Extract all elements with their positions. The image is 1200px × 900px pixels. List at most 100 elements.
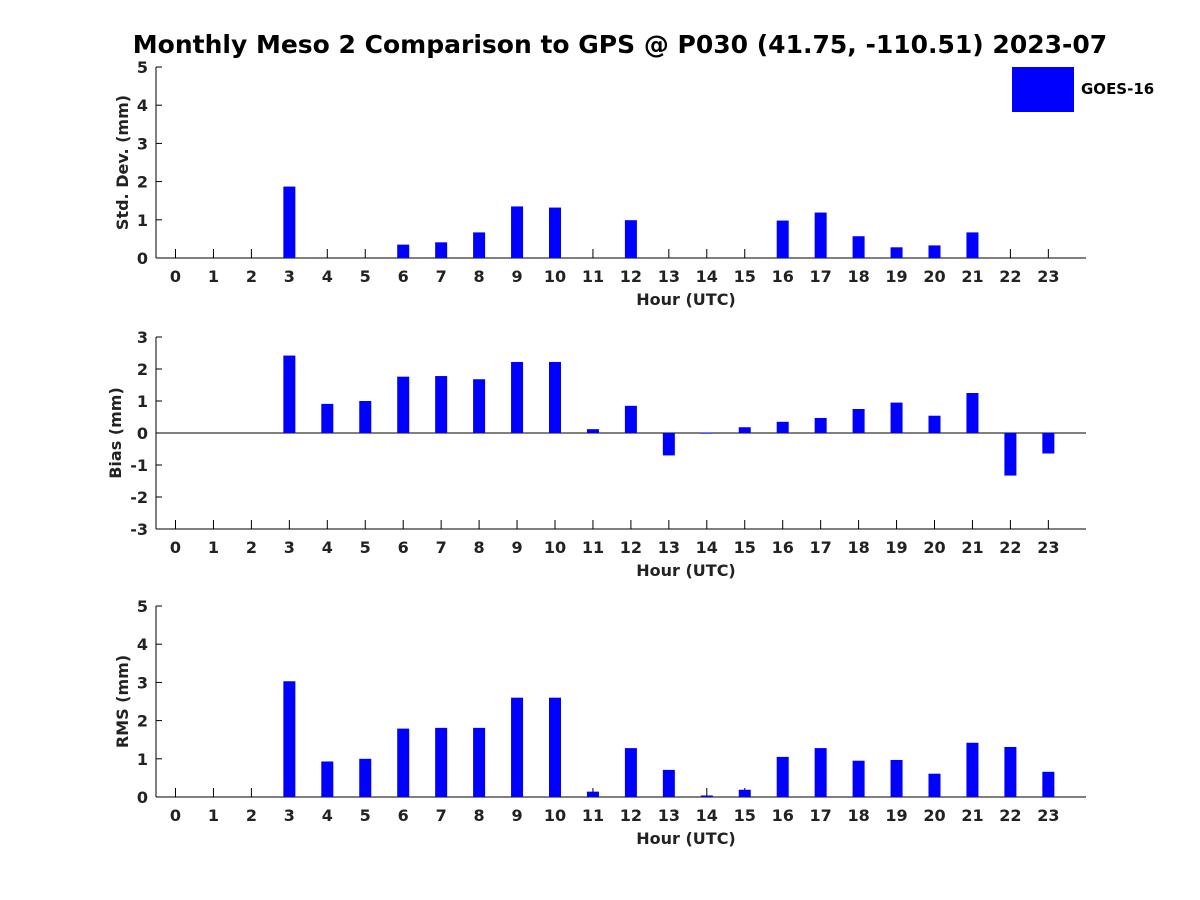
bar xyxy=(586,791,599,797)
x-tick-label: 2 xyxy=(246,267,257,286)
bar xyxy=(890,402,903,433)
bar xyxy=(359,758,372,797)
x-tick-label: 2 xyxy=(246,538,257,557)
x-tick-label: 11 xyxy=(582,806,604,825)
x-tick-label: 11 xyxy=(582,267,604,286)
x-tick-label: 4 xyxy=(322,538,333,557)
bar xyxy=(738,427,751,433)
x-tick-label: 5 xyxy=(360,267,371,286)
legend: GOES-16 xyxy=(1010,66,1160,114)
x-tick-label: 18 xyxy=(847,806,869,825)
bar xyxy=(511,361,524,433)
x-tick-label: 2 xyxy=(246,806,257,825)
x-tick-label: 18 xyxy=(847,538,869,557)
x-tick-label: 1 xyxy=(208,267,219,286)
x-tick-label: 12 xyxy=(620,806,642,825)
x-tick-label: 3 xyxy=(284,806,295,825)
bar xyxy=(928,773,941,797)
x-tick-label: 16 xyxy=(772,538,794,557)
bar xyxy=(397,376,410,433)
x-tick-label: 0 xyxy=(170,806,181,825)
bar xyxy=(966,393,979,433)
bar xyxy=(1042,771,1055,797)
y-axis-label: RMS (mm) xyxy=(113,655,132,748)
x-tick-label: 6 xyxy=(398,267,409,286)
bar xyxy=(397,728,410,797)
x-tick-label: 16 xyxy=(772,267,794,286)
bar xyxy=(890,759,903,797)
x-axis-label: Hour (UTC) xyxy=(636,561,736,580)
x-tick-label: 7 xyxy=(436,806,447,825)
x-tick-label: 21 xyxy=(961,267,983,286)
bar xyxy=(586,429,599,433)
bar xyxy=(700,795,713,797)
bar xyxy=(473,727,486,797)
x-tick-label: 20 xyxy=(923,538,945,557)
bar xyxy=(662,433,675,456)
y-tick-label: -1 xyxy=(130,456,148,475)
y-tick-label: 2 xyxy=(137,173,148,192)
y-tick-label: 3 xyxy=(137,328,148,347)
bar xyxy=(738,789,751,797)
x-tick-label: 19 xyxy=(885,806,907,825)
bar xyxy=(473,232,486,258)
x-tick-label: 10 xyxy=(544,267,566,286)
bar xyxy=(776,220,789,258)
bar xyxy=(966,742,979,797)
y-tick-label: 1 xyxy=(137,750,148,769)
x-tick-label: 7 xyxy=(436,267,447,286)
bar xyxy=(435,376,448,433)
legend-swatch xyxy=(1012,67,1074,112)
x-tick-label: 22 xyxy=(999,267,1021,286)
bar xyxy=(928,245,941,258)
bar xyxy=(814,748,827,797)
bar xyxy=(1004,433,1017,476)
x-tick-label: 14 xyxy=(696,538,718,557)
y-tick-label: -3 xyxy=(130,520,148,539)
x-tick-label: 15 xyxy=(734,538,756,557)
y-tick-label: 0 xyxy=(137,424,148,443)
y-tick-label: 3 xyxy=(137,673,148,692)
x-tick-label: 3 xyxy=(284,267,295,286)
bar xyxy=(549,207,561,258)
x-tick-label: 6 xyxy=(398,538,409,557)
x-axis-label: Hour (UTC) xyxy=(636,290,736,309)
x-tick-label: 4 xyxy=(322,267,333,286)
x-tick-label: 9 xyxy=(511,806,522,825)
x-tick-label: 23 xyxy=(1037,806,1059,825)
x-tick-label: 10 xyxy=(544,806,566,825)
x-tick-label: 9 xyxy=(511,538,522,557)
bar xyxy=(473,379,486,433)
x-tick-label: 17 xyxy=(810,538,832,557)
x-tick-label: 8 xyxy=(474,267,485,286)
x-tick-label: 0 xyxy=(170,267,181,286)
bar xyxy=(852,409,865,433)
x-tick-label: 3 xyxy=(284,538,295,557)
x-tick-label: 5 xyxy=(360,538,371,557)
y-tick-label: 4 xyxy=(137,635,148,654)
bar xyxy=(511,206,524,258)
bar xyxy=(852,760,865,797)
x-tick-label: 4 xyxy=(322,806,333,825)
y-tick-label: 1 xyxy=(137,211,148,230)
x-tick-label: 14 xyxy=(696,806,718,825)
bar xyxy=(624,748,637,797)
bar xyxy=(1004,746,1017,797)
y-tick-label: 1 xyxy=(137,392,148,411)
x-tick-label: 19 xyxy=(885,267,907,286)
bar xyxy=(549,361,561,433)
bar xyxy=(776,756,789,797)
x-tick-label: 21 xyxy=(961,806,983,825)
x-tick-label: 10 xyxy=(544,538,566,557)
bar xyxy=(624,220,637,258)
bar xyxy=(321,403,334,433)
bar xyxy=(1042,433,1055,454)
bar xyxy=(662,769,675,797)
bar xyxy=(321,761,334,797)
y-axis-label: Bias (mm) xyxy=(106,387,125,479)
x-tick-label: 7 xyxy=(436,538,447,557)
y-tick-label: 2 xyxy=(137,360,148,379)
bar xyxy=(511,697,524,797)
